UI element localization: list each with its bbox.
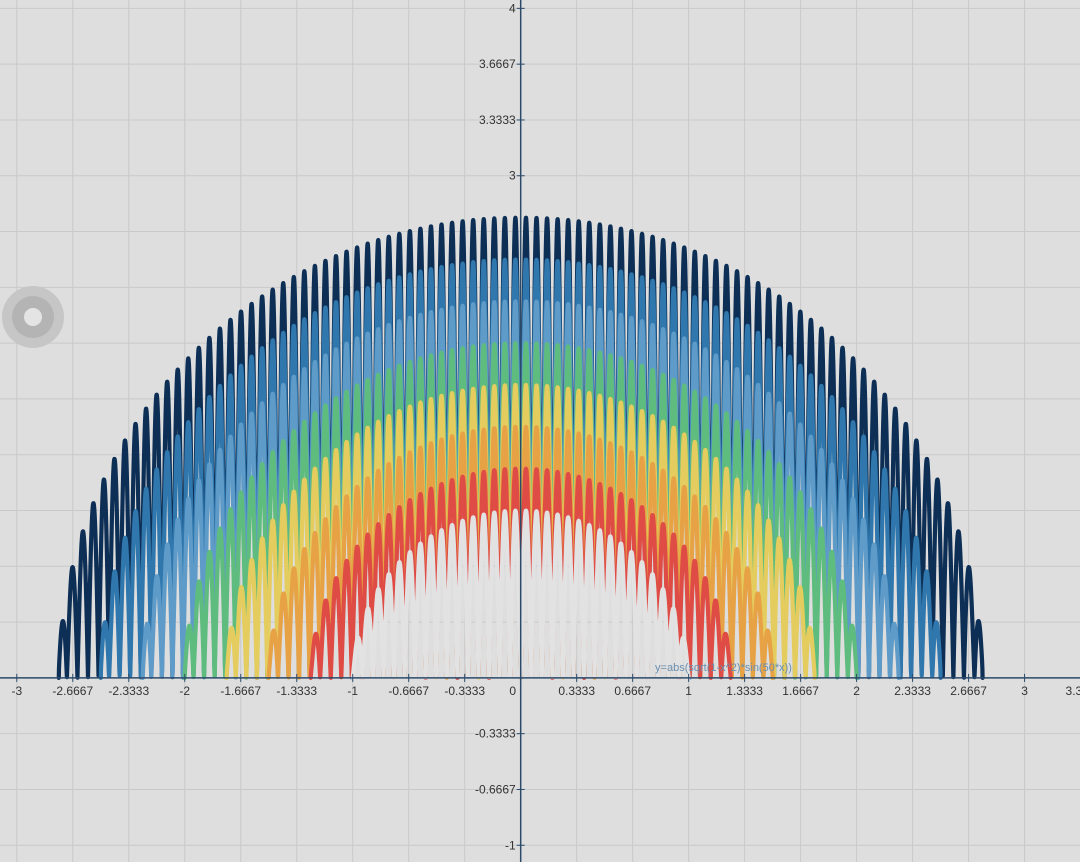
x-tick-label: -0.6667 xyxy=(388,684,429,698)
y-tick-label: -1 xyxy=(505,838,516,852)
x-tick-label: -2.3333 xyxy=(108,684,149,698)
x-tick-label: 3 xyxy=(1021,684,1028,698)
x-tick-label: 2.6667 xyxy=(950,684,987,698)
x-tick-label: 1 xyxy=(685,684,692,698)
x-tick-label: -0.3333 xyxy=(444,684,485,698)
x-tick-label: -3 xyxy=(11,684,22,698)
equation-label: y=abs(sqrt(1-x^2)*sin(50*x)) xyxy=(655,662,792,674)
x-tick-label: 2 xyxy=(853,684,860,698)
y-tick-label: -0.3333 xyxy=(475,727,516,741)
y-tick-label: -0.6667 xyxy=(475,782,516,796)
x-tick-label: -1.3333 xyxy=(276,684,317,698)
x-tick-label: 1.6667 xyxy=(782,684,819,698)
x-tick-label: 0.6667 xyxy=(614,684,651,698)
y-tick-label: 4 xyxy=(509,1,516,15)
pan-handle-icon[interactable] xyxy=(2,286,64,348)
x-tick-label: -1 xyxy=(347,684,358,698)
x-tick-label: -1.6667 xyxy=(220,684,261,698)
x-tick-label: 0.3333 xyxy=(558,684,595,698)
y-tick-label: 3.3333 xyxy=(479,113,516,127)
x-tick-label: -2 xyxy=(179,684,190,698)
y-tick-label: 3.6667 xyxy=(479,57,516,71)
x-tick-label: 2.3333 xyxy=(894,684,931,698)
x-tick-label: 0 xyxy=(509,684,516,698)
y-tick-label: 3 xyxy=(509,169,516,183)
x-tick-label: 1.3333 xyxy=(726,684,763,698)
x-tick-label: -2.6667 xyxy=(52,684,93,698)
x-tick-label: 3.333 xyxy=(1066,684,1080,698)
